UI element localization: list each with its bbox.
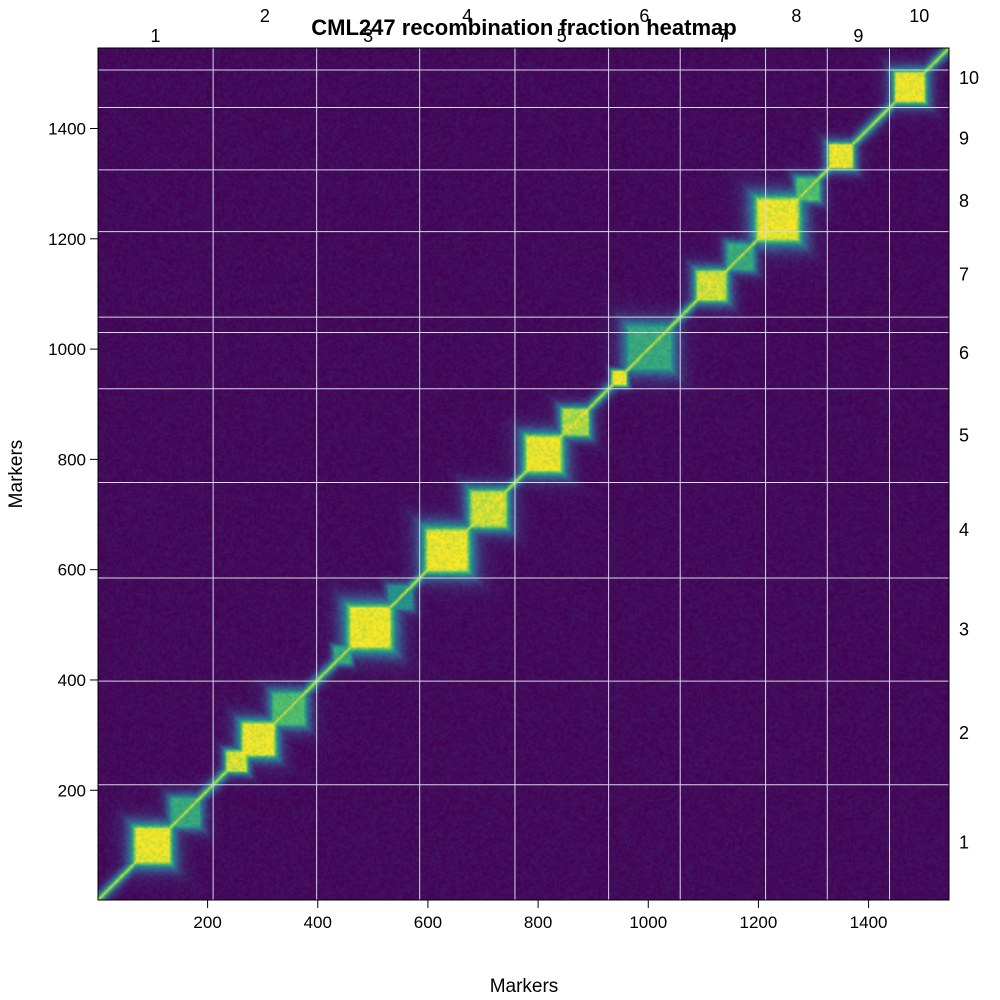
top-chromosome-label: 10 bbox=[909, 6, 929, 26]
y-tick-label: 1400 bbox=[48, 120, 86, 139]
right-chromosome-label: 3 bbox=[959, 620, 969, 640]
x-tick-label: 1000 bbox=[629, 913, 667, 932]
top-chromosome-label: 3 bbox=[363, 26, 373, 46]
right-chromosome-label: 6 bbox=[959, 343, 969, 363]
x-tick-label: 200 bbox=[193, 913, 221, 932]
top-chromosome-label: 9 bbox=[853, 26, 863, 46]
top-chromosome-labels: 1 2 3 4 5 6 7 8 9 10 bbox=[151, 6, 930, 46]
x-tick-label: 1400 bbox=[850, 913, 888, 932]
x-tick-label: 800 bbox=[524, 913, 552, 932]
x-axis-title: Markers bbox=[490, 976, 559, 997]
right-chromosome-label: 1 bbox=[959, 832, 969, 852]
plot-area bbox=[97, 47, 950, 901]
y-tick-label: 800 bbox=[58, 450, 86, 469]
y-tick-label: 1200 bbox=[48, 230, 86, 249]
top-chromosome-label: 6 bbox=[639, 6, 649, 26]
y-tick-label: 200 bbox=[58, 781, 86, 800]
x-tick-label: 600 bbox=[414, 913, 442, 932]
y-tick-label: 600 bbox=[58, 561, 86, 580]
top-chromosome-label: 2 bbox=[260, 6, 270, 26]
y-axis: 200 400 600 800 1000 1200 1400 bbox=[48, 120, 98, 800]
x-tick-label: 1200 bbox=[740, 913, 778, 932]
top-chromosome-label: 1 bbox=[151, 26, 161, 46]
right-chromosome-label: 9 bbox=[959, 129, 969, 149]
right-chromosome-label: 8 bbox=[959, 191, 969, 211]
chromosome-gridlines bbox=[98, 48, 949, 900]
top-chromosome-label: 8 bbox=[791, 6, 801, 26]
x-axis: 200 400 600 800 1000 1200 1400 bbox=[193, 900, 887, 932]
right-chromosome-label: 4 bbox=[959, 520, 969, 540]
top-chromosome-label: 5 bbox=[557, 26, 567, 46]
heatmap-cells bbox=[98, 48, 949, 900]
plot-border bbox=[97, 47, 950, 901]
right-chromosome-label: 5 bbox=[959, 426, 969, 446]
top-chromosome-label: 7 bbox=[718, 26, 728, 46]
y-tick-label: 1000 bbox=[48, 340, 86, 359]
right-chromosome-label: 2 bbox=[959, 723, 969, 743]
chart-title: CML247 recombination fraction heatmap bbox=[311, 15, 736, 40]
right-chromosome-label: 7 bbox=[959, 264, 969, 284]
y-tick-label: 400 bbox=[58, 671, 86, 690]
right-chromosome-labels: 1 2 3 4 5 6 7 8 9 10 bbox=[959, 68, 979, 853]
right-chromosome-label: 10 bbox=[959, 68, 979, 88]
top-chromosome-label: 4 bbox=[462, 6, 472, 26]
x-tick-label: 400 bbox=[304, 913, 332, 932]
y-axis-title: Markers bbox=[6, 440, 27, 509]
